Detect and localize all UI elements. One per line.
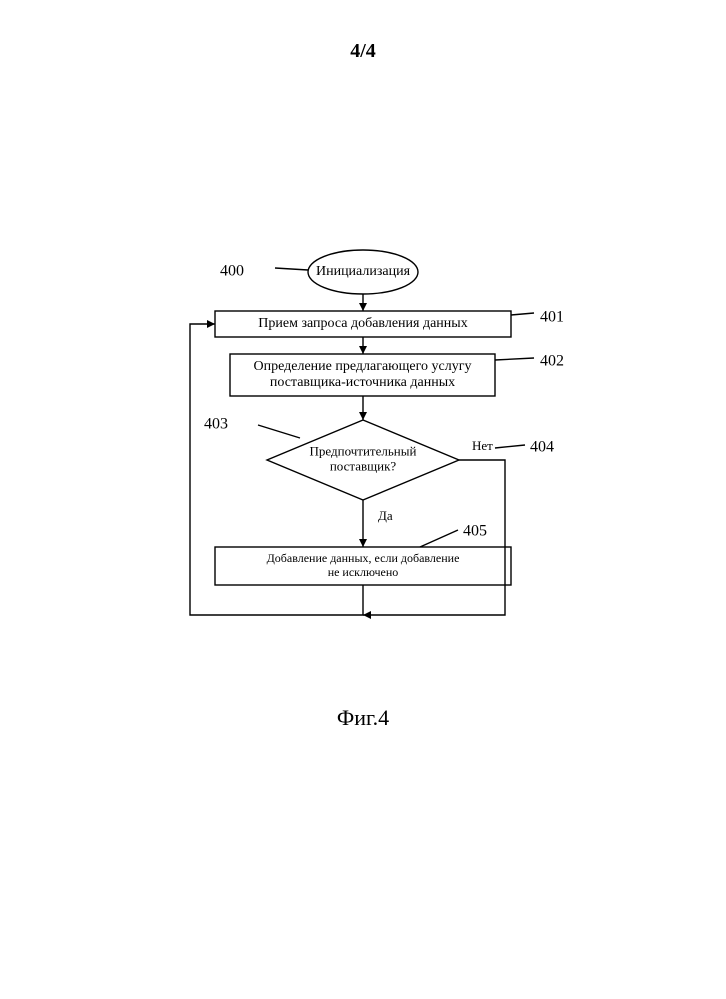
ellipse-label: Инициализация xyxy=(316,264,411,279)
box-401-text: Прием запроса добавления данных xyxy=(258,316,467,331)
node-decision: Предпочтительныйпоставщик? xyxy=(267,420,459,500)
node-401: Прием запроса добавления данных xyxy=(215,311,511,337)
node-init: Инициализация xyxy=(308,250,418,294)
ref-405: 405 xyxy=(463,523,487,540)
box-402-text: Определение предлагающего услугупоставщи… xyxy=(254,359,472,390)
leader-404 xyxy=(495,445,525,448)
leader-402 xyxy=(495,358,534,360)
ref-404: 404 xyxy=(530,439,554,456)
box-405-text: Добавление данных, если добавлениене иск… xyxy=(267,551,460,579)
leader-403 xyxy=(258,425,300,438)
ref-401: 401 xyxy=(540,309,564,326)
node-405: Добавление данных, если добавлениене иск… xyxy=(215,547,511,585)
decision-text: Предпочтительныйпоставщик? xyxy=(310,443,417,473)
flowchart-svg: Инициализация 400 Прием запроса добавлен… xyxy=(0,0,726,999)
leader-401 xyxy=(511,313,534,315)
label-no: Нет xyxy=(472,438,493,453)
leader-400 xyxy=(275,268,308,270)
ref-402: 402 xyxy=(540,353,564,370)
leader-405 xyxy=(420,530,458,547)
ref-400: 400 xyxy=(220,263,244,280)
label-yes: Да xyxy=(378,508,393,523)
node-402: Определение предлагающего услугупоставщи… xyxy=(230,354,495,396)
ref-403: 403 xyxy=(204,416,228,433)
